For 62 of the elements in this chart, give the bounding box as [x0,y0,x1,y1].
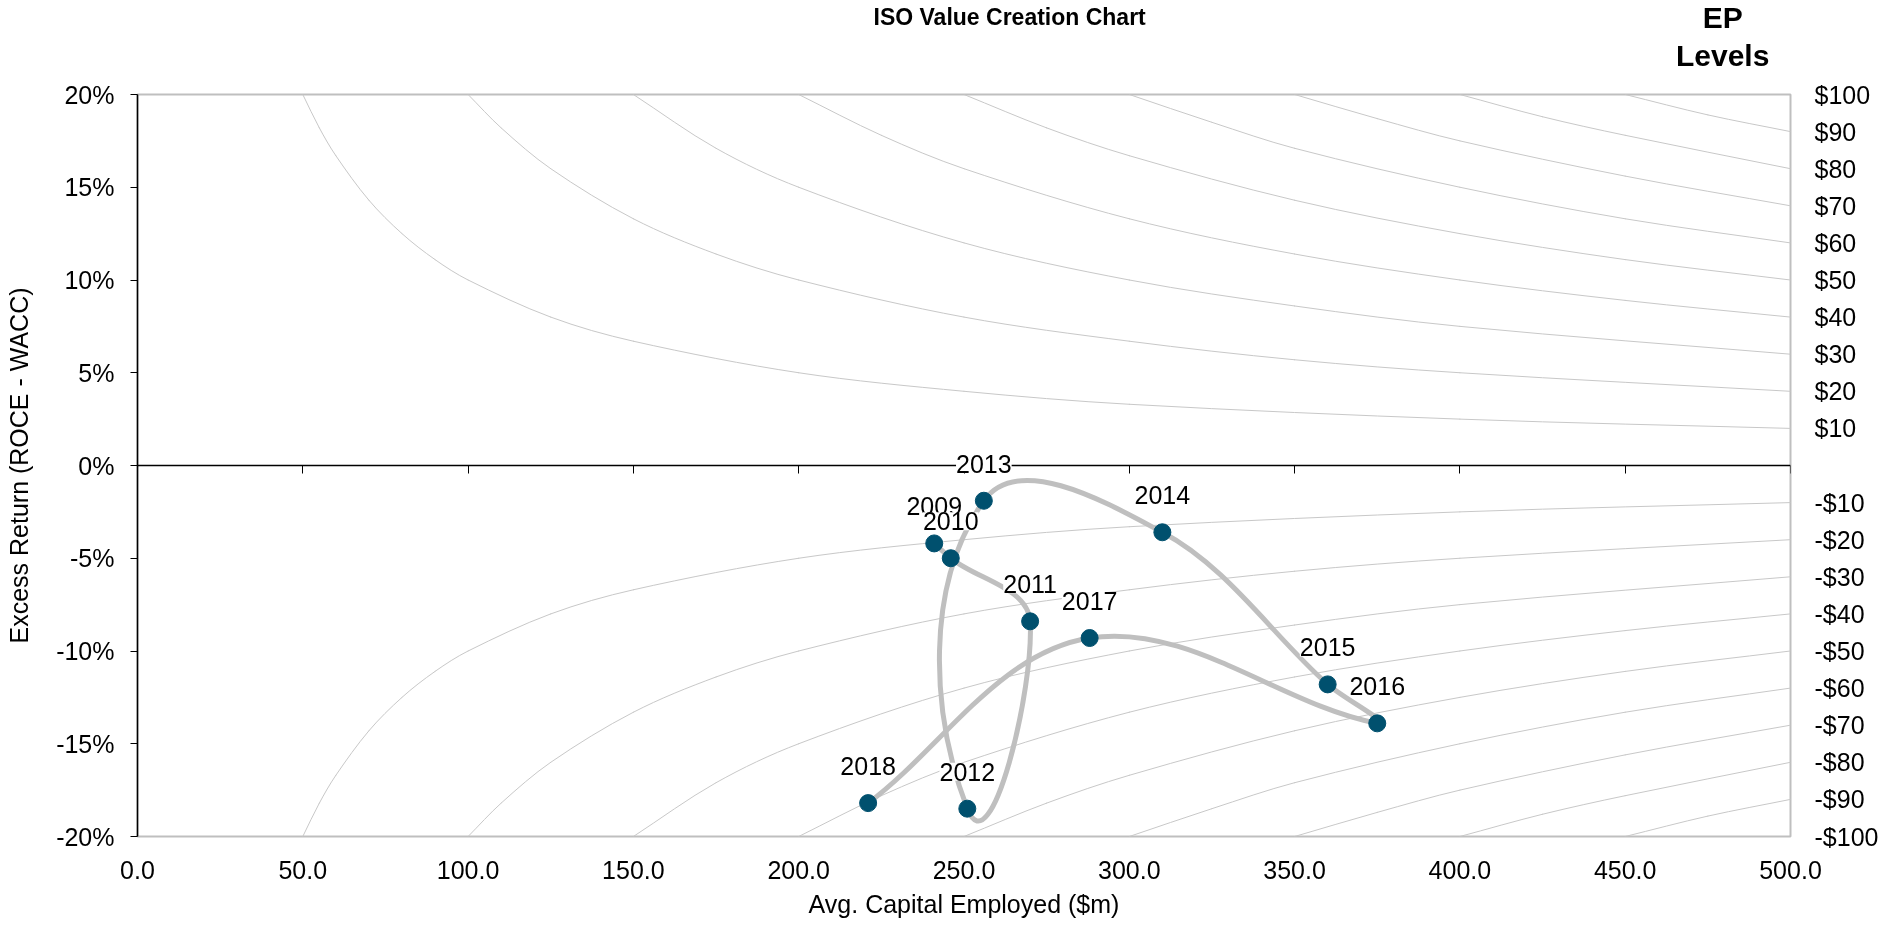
y2-axis-title: EP Levels [1675,1,1770,72]
point [1080,629,1099,647]
annotation: 2014 [1134,481,1191,510]
y2-tick-label: -$80 [1814,748,1865,777]
point [1368,714,1387,733]
y2-tick-label: -$40 [1814,599,1865,628]
y-tick-label: -20% [56,822,115,851]
y2-tick-label: -$60 [1814,674,1865,703]
x-axis-title: Avg. Capital Employed ($m) [808,889,1120,918]
y2-tick-label: -$70 [1814,711,1865,740]
x-tick-label: 400.0 [1428,855,1492,884]
point [859,794,878,813]
x-tick-label: 200.0 [767,855,830,884]
point [1318,675,1337,694]
point [1153,523,1172,542]
y2-tick-label: $100 [1814,80,1871,109]
y2-tick-label: $40 [1814,303,1857,332]
x-tick-label: 300.0 [1098,855,1161,884]
y2-tick-label: $10 [1814,414,1857,443]
annotation: 2017 [1061,587,1118,616]
y2-tick-label: -$90 [1814,785,1865,814]
y-tick-label: -15% [56,729,115,758]
y-tick-label: 15% [64,173,115,202]
y2-tick-label: $20 [1814,377,1857,406]
annotation: 2015 [1299,633,1356,662]
y-tick-label: 5% [78,358,115,387]
x-tick-label: 500.0 [1759,855,1822,884]
annotation: 2011 [1003,570,1058,599]
y2-tick-label: $90 [1814,117,1857,146]
x-tick-label: 50.0 [278,855,328,884]
annotation: 2016 [1349,672,1406,701]
x-tick-label: 0.0 [120,855,155,884]
point [925,534,944,553]
x-tick-label: 450.0 [1593,855,1657,884]
annotation: 2018 [840,752,896,781]
y-tick-label: -5% [70,544,115,573]
y2-tick-label: $50 [1814,266,1857,294]
x-tick-label: 350.0 [1263,855,1326,884]
y-tick-label: -10% [56,637,115,665]
y2-tick-label: -$50 [1814,637,1865,665]
annotation: 2013 [956,449,1012,478]
point [941,549,960,568]
point [958,799,977,818]
y2-tick-label: -$10 [1814,488,1865,517]
y2-tick-label: $30 [1814,340,1857,369]
y2-tick-label: $70 [1814,191,1857,220]
y-tick-label: 0% [78,451,115,480]
x-tick-label: 250.0 [932,855,996,884]
x-tick-label: 100.0 [436,855,500,884]
chart-title: ISO Value Creation Chart [873,3,1147,30]
y2-tick-label: $60 [1814,228,1857,257]
y2-tick-label: $80 [1814,154,1857,183]
y-tick-label: 10% [64,266,115,294]
y-axis-title: Excess Return (ROCE - WACC) [5,287,34,644]
point [974,491,993,510]
y-tick-label: 20% [64,80,115,109]
y2-tick-label: -$20 [1814,525,1865,554]
point [1021,612,1040,631]
y2-tick-label: -$100 [1814,822,1879,851]
x-tick-label: 150.0 [602,855,665,884]
annotation: 2012 [939,757,996,786]
y2-tick-label: -$30 [1814,562,1865,591]
